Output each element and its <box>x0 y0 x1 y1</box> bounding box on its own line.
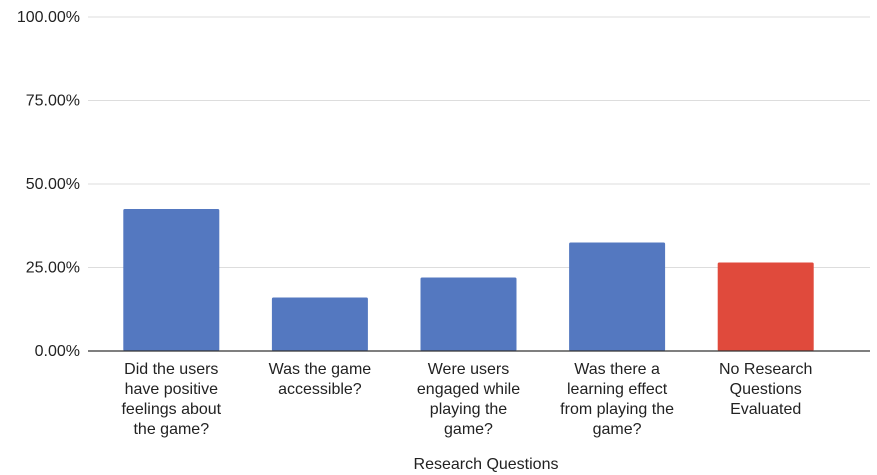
x-tick-label: Were users engaged while playing the game? <box>417 361 520 438</box>
x-axis-category-labels: Did the users have positive feelings about… <box>121 361 812 438</box>
x-tick-label-line: Did the users <box>124 361 218 378</box>
x-tick-label-line: from playing the <box>560 401 674 418</box>
bar <box>569 242 666 351</box>
x-tick-label: Was there a learning effect from playing t… <box>560 361 674 438</box>
x-tick-label-line: playing the <box>430 401 507 418</box>
x-tick-label: No Research Questions Evaluated <box>719 361 812 418</box>
x-tick-label-line: Questions <box>730 381 802 398</box>
x-tick-label-line: engaged while <box>417 381 520 398</box>
bar <box>271 297 368 351</box>
bars <box>123 209 814 351</box>
x-tick-label-line: No Research <box>719 361 812 378</box>
x-tick-label-line: have positive <box>125 381 218 398</box>
x-tick-label-line: the game? <box>133 421 209 438</box>
x-tick-label-line: game? <box>593 421 642 438</box>
y-tick-label: 0.00% <box>35 343 80 360</box>
x-tick-label-line: learning effect <box>567 381 668 398</box>
x-axis-title: Research Questions <box>414 456 559 473</box>
y-tick-label: 50.00% <box>26 176 80 193</box>
x-tick-label: Did the users have positive feelings about… <box>121 361 221 438</box>
bar <box>420 277 517 351</box>
x-tick-label-line: Was the game <box>269 361 372 378</box>
x-tick-label-line: feelings about <box>121 401 221 418</box>
bar <box>717 262 814 351</box>
y-tick-label: 75.00% <box>26 93 80 110</box>
x-tick-label-line: Was there a <box>574 361 660 378</box>
x-tick-label: Was the game accessible? <box>269 361 372 398</box>
x-tick-label-line: accessible? <box>278 381 362 398</box>
y-tick-label: 25.00% <box>26 260 80 277</box>
x-tick-label-line: Evaluated <box>730 401 801 418</box>
y-tick-label: 100.00% <box>17 9 80 26</box>
y-axis-tick-labels: 0.00% 25.00% 50.00% 75.00% 100.00% <box>17 9 80 360</box>
x-tick-label-line: game? <box>444 421 493 438</box>
bar <box>123 209 220 351</box>
x-tick-label-line: Were users <box>428 361 510 378</box>
